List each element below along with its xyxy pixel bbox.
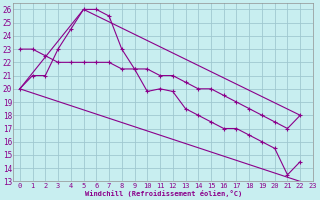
X-axis label: Windchill (Refroidissement éolien,°C): Windchill (Refroidissement éolien,°C) — [84, 190, 242, 197]
